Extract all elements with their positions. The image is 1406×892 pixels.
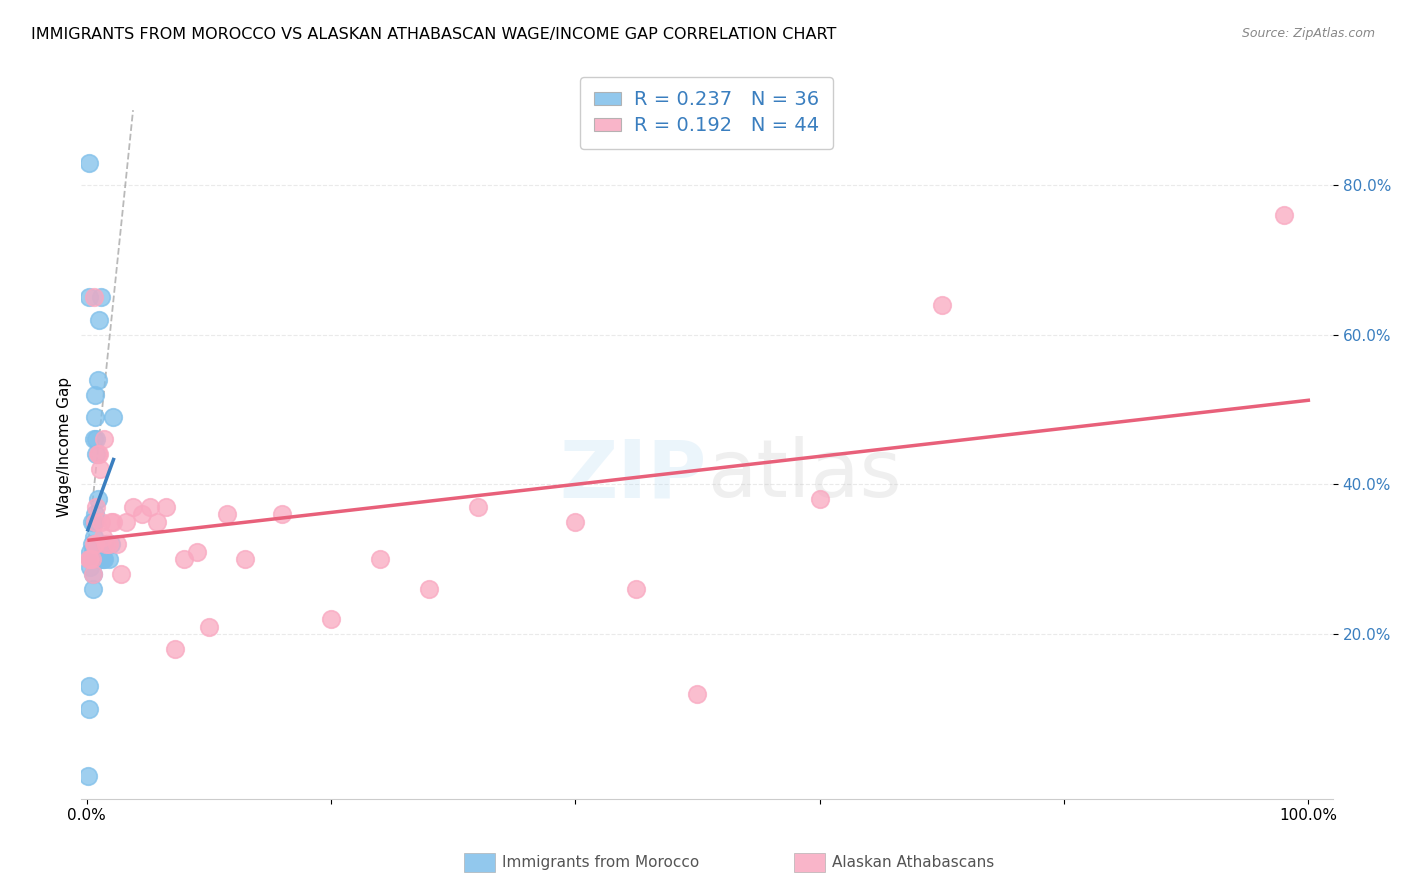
Point [83,537,105,551]
Point [97,552,120,566]
Point [131,508,153,522]
Point [80,537,103,551]
Point [163,642,186,657]
Point [86,433,108,447]
Point [89,552,111,566]
Point [87,312,110,326]
Point [82,582,104,597]
Point [931,298,953,312]
Point [79,552,101,566]
Point [76,769,98,783]
Point [155,500,177,514]
Point [80,552,103,566]
Text: IMMIGRANTS FROM MOROCCO VS ALASKAN ATHABASCAN WAGE/INCOME GAP CORRELATION CHART: IMMIGRANTS FROM MOROCCO VS ALASKAN ATHAB… [31,27,837,42]
Text: Alaskan Athabascans: Alaskan Athabascans [832,855,994,870]
Text: atlas: atlas [707,436,901,514]
Point [89,462,111,476]
Point [105,537,128,551]
Point [84,387,107,401]
Point [100,515,122,529]
Point [686,687,709,701]
Point [626,582,648,597]
Point [319,612,342,626]
Point [139,500,162,514]
Point [86,373,108,387]
Point [91,552,114,566]
Point [1272,208,1295,222]
Point [83,433,105,447]
Point [82,567,104,582]
Point [93,433,115,447]
Point [82,545,104,559]
Point [80,515,103,529]
Point [83,515,105,529]
Point [96,537,118,551]
Point [86,492,108,507]
Point [198,619,221,633]
Point [103,410,125,425]
Point [80,552,103,566]
Text: Immigrants from Morocco: Immigrants from Morocco [502,855,699,870]
Point [83,530,105,544]
Point [110,567,132,582]
Point [79,545,101,559]
Point [146,515,169,529]
Point [418,582,440,597]
Point [87,552,110,566]
Point [87,447,110,461]
Point [84,508,107,522]
Point [84,515,107,529]
Point [77,290,100,304]
Point [114,515,136,529]
Text: ZIP: ZIP [560,436,707,514]
Point [90,290,112,304]
Bar [794,853,825,872]
Point [77,552,100,566]
Y-axis label: Wage/Income Gap: Wage/Income Gap [58,377,72,517]
Point [186,545,208,559]
Point [271,508,294,522]
Point [79,559,101,574]
Bar [464,853,495,872]
Point [77,155,100,169]
Point [79,552,101,566]
Point [100,537,122,551]
Legend: R = 0.237   N = 36, R = 0.192   N = 44: R = 0.237 N = 36, R = 0.192 N = 44 [581,77,834,149]
Point [91,530,114,544]
Point [96,537,118,551]
Point [77,702,100,716]
Point [103,515,125,529]
Point [90,515,112,529]
Point [173,552,195,566]
Point [79,552,101,566]
Point [93,552,115,566]
Point [83,290,105,304]
Point [77,680,100,694]
Text: Source: ZipAtlas.com: Source: ZipAtlas.com [1241,27,1375,40]
Point [217,508,239,522]
Point [368,552,391,566]
Point [235,552,257,566]
Point [122,500,145,514]
Point [86,500,108,514]
Point [467,500,489,514]
Point [86,447,108,461]
Point [97,537,120,551]
Point [84,410,107,425]
Point [808,492,831,507]
Point [84,537,107,551]
Point [564,515,586,529]
Point [82,552,104,566]
Point [86,447,108,461]
Point [82,567,104,582]
